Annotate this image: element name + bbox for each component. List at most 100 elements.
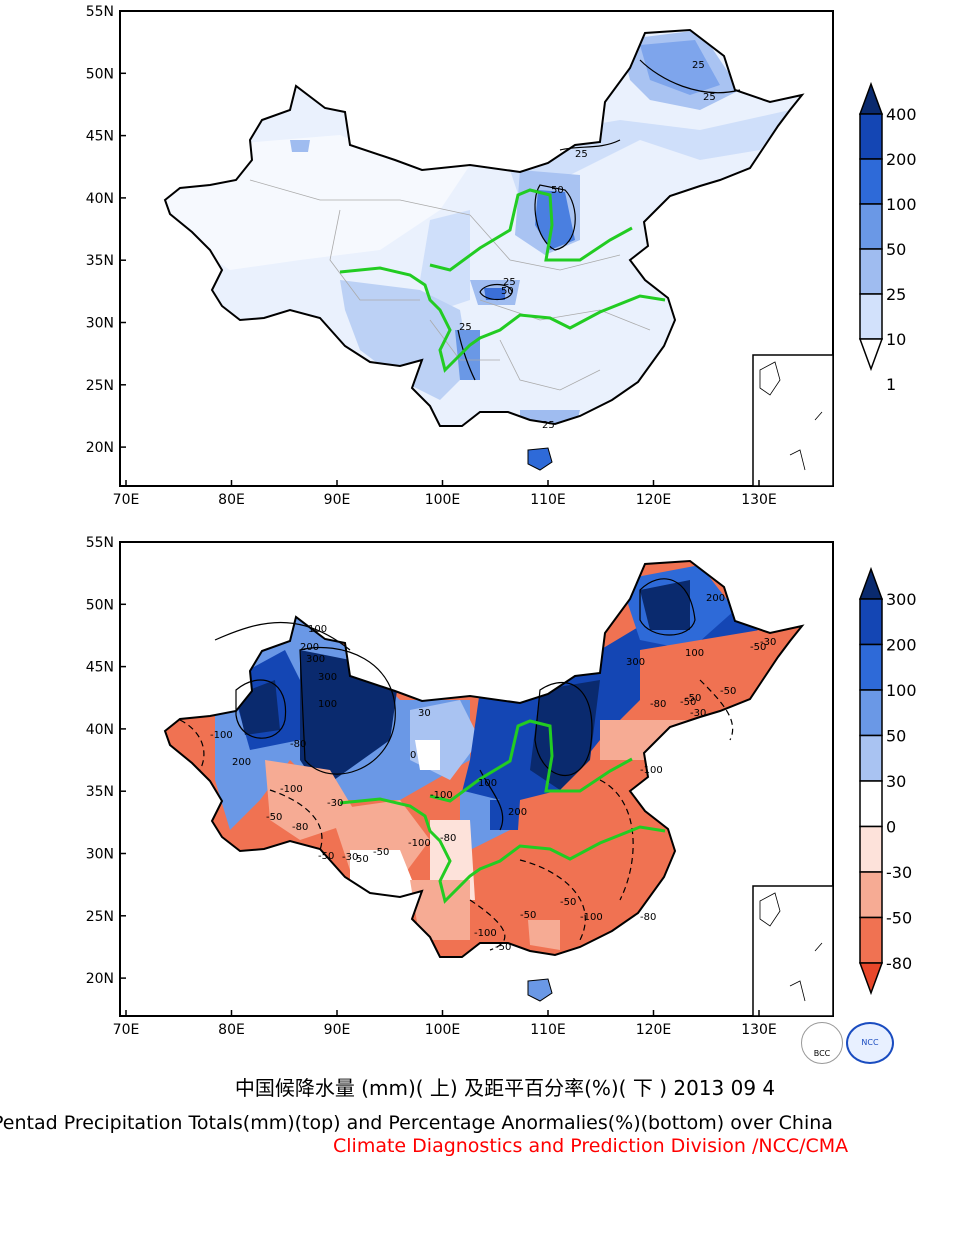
bcc-logo: BCC (801, 1022, 843, 1064)
top-lon-label: 120E (636, 492, 672, 508)
bottom-contour-label: 200 (706, 593, 725, 604)
bottom-colorbar-label: 300 (886, 590, 917, 609)
bottom-colorbar-label: -80 (886, 954, 912, 973)
bottom-contour-label: 50 (356, 854, 369, 865)
top-colorbar-label: 400 (886, 105, 917, 124)
top-colorbar-box (859, 248, 883, 295)
bottom-contour-label: -50 (266, 812, 282, 823)
caption-chinese: 中国候降水量 (mm)( 上) 及距平百分率(%)( 下 ) 2013 09 4 (234, 1076, 776, 1100)
bottom-contour-label: -100 (474, 928, 497, 939)
bottom-contours-solid (214, 578, 696, 831)
bottom-lat-label: 40N (86, 722, 114, 738)
top-contour-label: 25 (575, 149, 588, 160)
top-colorbar-label: 100 (886, 195, 917, 214)
bottom-anomaly-fill (165, 561, 802, 957)
bottom-lon-label: 80E (218, 1022, 245, 1038)
top-contour-label: 50 (551, 185, 564, 196)
top-contour-label: 25 (703, 92, 716, 103)
top-colorbar: 400 200 100 50 25 10 1 (858, 81, 917, 394)
bottom-contour-label: -30 (342, 852, 358, 863)
bottom-contour-label: -100 (430, 790, 453, 801)
bottom-contour-label: -30 (327, 798, 343, 809)
bottom-contour-label: -80 (440, 833, 456, 844)
bottom-contour-label: -50 (520, 910, 536, 921)
top-lat-label: 40N (86, 191, 114, 207)
ncc-logo: NCC (846, 1022, 894, 1064)
bottom-contour-label: 30 (418, 708, 431, 719)
bottom-lat-label: 20N (86, 971, 114, 987)
bottom-contour-label: -30 (690, 708, 706, 719)
bottom-lon-label: 100E (425, 1022, 461, 1038)
top-hainan-island (527, 447, 553, 471)
bottom-colorbar-label: -50 (886, 909, 912, 928)
bottom-contour-label: -50 (720, 686, 736, 697)
bottom-lon-label: 90E (324, 1022, 351, 1038)
top-colorbar-label: 1 (886, 375, 896, 394)
bottom-contour-label: 200 (232, 757, 251, 768)
bottom-lat-label: 35N (86, 784, 114, 800)
bottom-contour-label: -80 (640, 912, 656, 923)
bottom-contour-label: -50 (495, 942, 511, 953)
bottom-panel: 100200300300200100-100-80-100-50-30-50-8… (86, 535, 917, 1038)
top-colorbar-label: 25 (886, 285, 906, 304)
bottom-contour-label: -100 (408, 838, 431, 849)
bottom-lon-label: 110E (530, 1022, 566, 1038)
bottom-lon-label: 70E (113, 1022, 140, 1038)
top-colorbar-box (859, 203, 883, 250)
bottom-contour-label: 300 (626, 657, 645, 668)
bottom-lon-label: 120E (636, 1022, 672, 1038)
top-contour-label: 25 (503, 277, 516, 288)
bottom-contour-label: -100 (640, 765, 663, 776)
top-lat-axis: 55N 50N 45N 40N 35N 30N 25N 20N (86, 4, 126, 456)
bottom-contour-label: -100 (280, 784, 303, 795)
bottom-contour-label: 200 (508, 807, 527, 818)
top-colorbar-box (859, 293, 883, 340)
top-lon-label: 80E (218, 492, 245, 508)
bottom-contour-label: 0 (410, 750, 416, 761)
bottom-contour-label: 100 (308, 624, 327, 635)
caption-credit: Climate Diagnostics and Prediction Divis… (333, 1135, 849, 1157)
top-colorbar-label: 50 (886, 240, 906, 259)
bottom-lat-label: 30N (86, 847, 114, 863)
top-province-lines (249, 179, 651, 391)
bottom-rivers (339, 719, 666, 904)
top-contour-labels: 25 25 25 50 25 50 25 25 (459, 60, 716, 431)
top-contour-label: 50 (501, 286, 514, 297)
bottom-colorbar-box (859, 916, 883, 964)
top-lat-label: 20N (86, 440, 114, 456)
top-contour-label: 25 (542, 420, 555, 431)
bottom-lat-label: 25N (86, 909, 114, 925)
bottom-contour-label: 300 (306, 654, 325, 665)
top-lon-label: 110E (530, 492, 566, 508)
bottom-contour-label: -80 (290, 739, 306, 750)
bottom-contour-labels: 100200300300200100-100-80-100-50-30-50-8… (210, 593, 776, 953)
bottom-lon-label: 130E (741, 1022, 777, 1038)
bottom-colorbar-box (859, 643, 883, 691)
bottom-contour-label: -50 (750, 642, 766, 653)
bottom-contour-label: -100 (210, 730, 233, 741)
bottom-contour-label: -50 (373, 847, 389, 858)
bottom-lat-axis: 55N 50N 45N 40N 35N 30N 25N 20N (86, 535, 126, 987)
bottom-colorbar-box (859, 780, 883, 828)
top-lat-label: 35N (86, 253, 114, 269)
bottom-south-china-sea-inset (752, 885, 834, 1017)
bottom-contour-label: -50 (685, 693, 701, 704)
bottom-lat-label: 45N (86, 660, 114, 676)
bottom-colorbar-label: -30 (886, 863, 912, 882)
bottom-contour-label: -80 (292, 822, 308, 833)
top-south-china-sea-inset (752, 354, 834, 487)
bottom-colorbar-bottom-arrow (858, 962, 884, 996)
top-lon-label: 70E (113, 492, 140, 508)
caption-english: Pentad Precipitation Totals(mm)(top) and… (0, 1112, 833, 1134)
bottom-lat-label: 50N (86, 597, 114, 613)
top-contour-label: 25 (692, 60, 705, 71)
bottom-colorbar-label: 50 (886, 727, 906, 746)
top-rivers (339, 188, 666, 373)
bottom-colorbar-label: 0 (886, 818, 896, 837)
bottom-colorbar-box (859, 825, 883, 873)
bottom-contour-label: 200 (300, 642, 319, 653)
bottom-contours-dashed (179, 679, 734, 951)
top-lon-label: 130E (741, 492, 777, 508)
bottom-colorbar-box (859, 689, 883, 737)
